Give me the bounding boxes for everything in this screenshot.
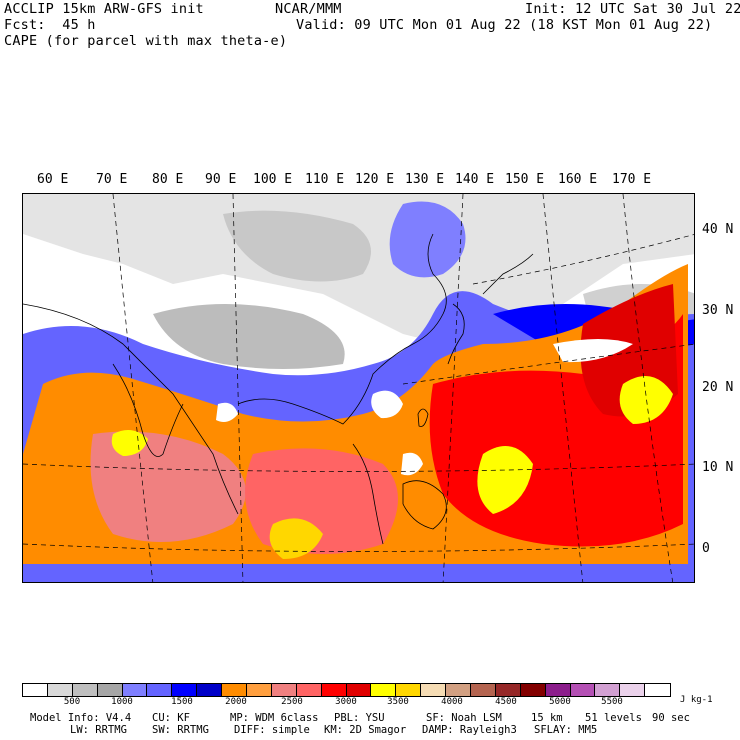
forecast-hour: Fcst: 45 h — [4, 17, 96, 33]
low-cape-region — [153, 304, 345, 369]
colorbar-tick: 5000 — [549, 697, 571, 707]
colorbar-swatch — [620, 684, 646, 696]
very-high-cape-region — [245, 448, 398, 554]
colorbar-swatch — [147, 684, 173, 696]
cape-map — [22, 193, 695, 583]
colorbar-swatch — [197, 684, 223, 696]
surface-layer-option: SFLAY: MM5 — [534, 724, 598, 736]
cumulus-scheme: CU: KF — [152, 712, 190, 724]
very-high-cape-region — [90, 431, 246, 542]
colorbar-swatch — [47, 684, 73, 696]
lon-label: 80 E — [152, 172, 184, 187]
colorbar-swatch — [122, 684, 148, 696]
colorbar-swatch — [296, 684, 322, 696]
diffusion-option: DIFF: simple — [234, 724, 310, 736]
colorbar-swatch — [421, 684, 447, 696]
valid-time: Valid: 09 UTC Mon 01 Aug 22 (18 KST Mon … — [296, 17, 713, 33]
colorbar-tick: 3000 — [335, 697, 357, 707]
colorbar-swatch — [446, 684, 472, 696]
colorbar-tick: 2500 — [281, 697, 303, 707]
colorbar-swatch — [97, 684, 123, 696]
lon-label: 100 E — [253, 172, 293, 187]
colorbar-swatch — [545, 684, 571, 696]
colorbar-swatch — [371, 684, 397, 696]
colorbar-swatch — [570, 684, 596, 696]
colorbar-swatch — [645, 684, 671, 696]
shortwave-scheme: SW: RRTMG — [152, 724, 209, 736]
model-title: ACCLIP 15km ARW-GFS init — [4, 1, 204, 17]
lon-label: 140 E — [455, 172, 495, 187]
colorbar — [22, 683, 672, 697]
lat-label: 0 — [702, 541, 710, 556]
lon-label: 60 E — [37, 172, 69, 187]
coastlines — [23, 233, 534, 545]
microphysics-scheme: MP: WDM 6class — [230, 712, 319, 724]
lon-label: 130 E — [405, 172, 445, 187]
lat-label: 10 N — [702, 460, 734, 475]
lon-label: 110 E — [305, 172, 345, 187]
damping-option: DAMP: Rayleigh3 — [422, 724, 517, 736]
lat-label: 30 N — [702, 303, 734, 318]
lon-label: 150 E — [505, 172, 545, 187]
colorbar-swatch — [471, 684, 496, 696]
surface-scheme: SF: Noah LSM — [426, 712, 502, 724]
colorbar-swatch — [520, 684, 546, 696]
model-version: Model Info: V4.4 — [30, 712, 132, 724]
colorbar-tick: 5500 — [601, 697, 623, 707]
pbl-scheme: PBL: YSU — [334, 712, 385, 724]
colorbar-swatch — [396, 684, 422, 696]
convective-hole — [216, 402, 238, 422]
colorbar-swatch — [72, 684, 98, 696]
init-time: Init: 12 UTC Sat 30 Jul 22 — [525, 1, 740, 17]
colorbar-swatch — [247, 684, 272, 696]
graticule — [23, 194, 694, 582]
colorbar-swatch — [271, 684, 297, 696]
colorbar-tick: 1000 — [111, 697, 133, 707]
colorbar-swatch — [321, 684, 347, 696]
low-cape-region — [223, 210, 371, 282]
time-step: 90 sec — [652, 712, 690, 724]
lon-label: 90 E — [205, 172, 237, 187]
colorbar-tick: 500 — [63, 697, 81, 707]
colorbar-tick: 3500 — [387, 697, 409, 707]
km-option: KM: 2D Smagor — [324, 724, 407, 736]
lon-label: 70 E — [96, 172, 128, 187]
colorbar-swatch — [222, 684, 248, 696]
organization: NCAR/MMM — [275, 1, 342, 17]
colorbar-tick: 2000 — [225, 697, 247, 707]
lon-label: 120 E — [355, 172, 395, 187]
colorbar-swatch — [495, 684, 521, 696]
lat-label: 20 N — [702, 380, 734, 395]
convective-hole — [371, 390, 403, 419]
colorbar-swatch — [172, 684, 198, 696]
vertical-levels: 51 levels — [585, 712, 642, 724]
colorbar-swatch — [595, 684, 621, 696]
colorbar-swatch — [346, 684, 372, 696]
grid-resolution: 15 km — [531, 712, 563, 724]
colorbar-unit: J kg-1 — [680, 695, 713, 705]
colorbar-swatch — [23, 684, 48, 696]
colorbar-tick: 1500 — [171, 697, 193, 707]
colorbar-tick: 4500 — [495, 697, 517, 707]
lat-label: 40 N — [702, 222, 734, 237]
longwave-scheme: LW: RRTMG — [70, 724, 127, 736]
lon-label: 160 E — [558, 172, 598, 187]
extreme-cape-region — [477, 446, 533, 514]
convective-hole — [553, 339, 633, 363]
convective-hole — [401, 452, 423, 476]
colorbar-tick: 4000 — [441, 697, 463, 707]
field-name: CAPE (for parcel with max theta-e) — [4, 33, 288, 49]
moderate-cape-region — [389, 201, 466, 278]
extreme-cape-region — [269, 518, 323, 559]
map-graphic — [23, 194, 694, 582]
lon-label: 170 E — [612, 172, 652, 187]
